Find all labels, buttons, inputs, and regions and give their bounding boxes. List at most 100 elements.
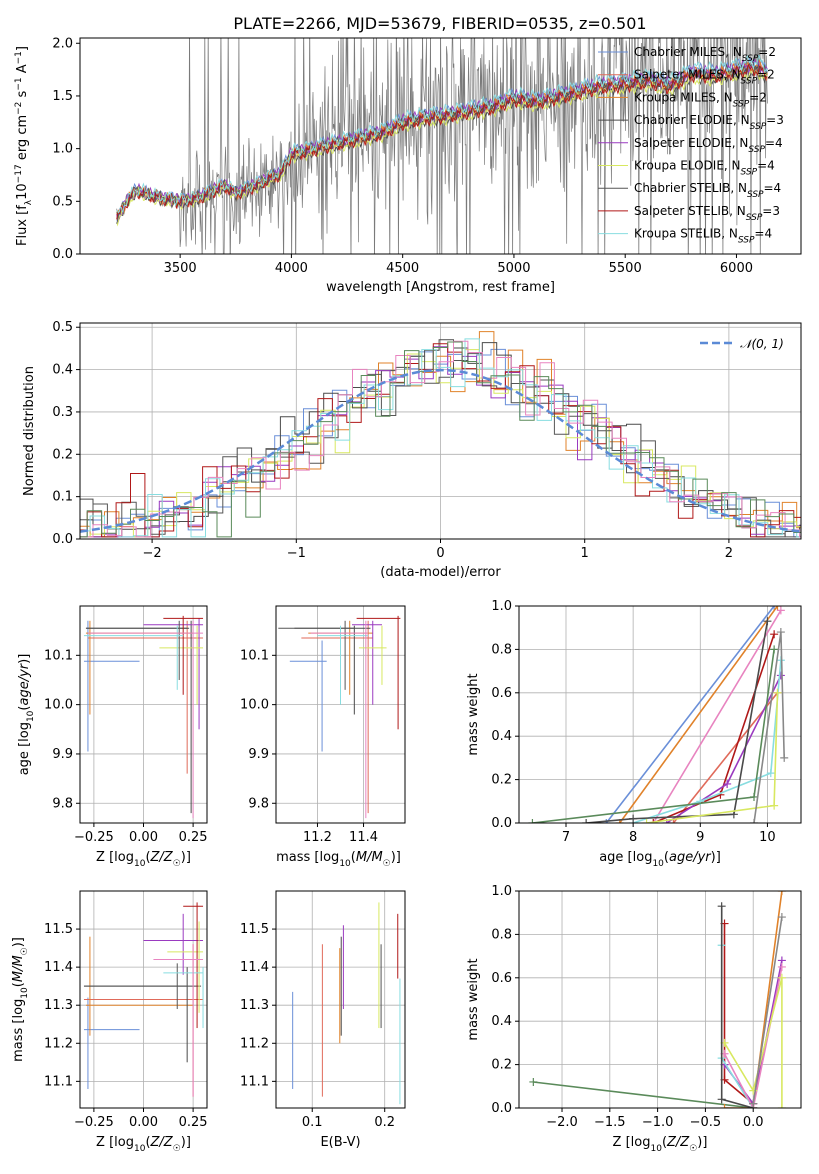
model-line-7	[116, 63, 768, 220]
legend-label-1: Salpeter MILES, NSSP=2	[634, 68, 775, 87]
point-5	[358, 625, 387, 685]
weight-marker-4-2	[770, 630, 779, 639]
x-tick-label-0: −2.0	[546, 1115, 578, 1130]
point-9	[87, 620, 204, 819]
y-tick-label-2: 11.3	[240, 998, 269, 1013]
x-tick-label-0: −0.25	[74, 1115, 114, 1130]
x-axis-label: age [log10(age/yr)]	[599, 850, 721, 869]
y-axis-label: age [log10(age/yr)]	[17, 654, 36, 776]
x-tick-label-2: 0.25	[179, 830, 208, 845]
x-tick-label-2: 4500	[386, 261, 419, 276]
weight-marker-5-2	[777, 962, 786, 971]
x-tick-label-0: −0.25	[74, 830, 114, 845]
axes-frame	[518, 605, 802, 824]
y-tick-label-2: 0.2	[52, 447, 73, 462]
y-tick-label-3: 11.4	[44, 960, 73, 975]
weight-marker-7-1	[717, 1095, 726, 1104]
weight-marker-8-3	[763, 617, 772, 626]
point-6	[85, 620, 188, 680]
y-tick-label-4: 0.4	[52, 363, 73, 378]
y-tick-label-1: 0.2	[491, 773, 512, 788]
legend-label-2: Kroupa MILES, NSSP=2	[634, 90, 767, 109]
y-tick-label-0: 0.0	[491, 816, 512, 831]
weight-marker-8-0	[749, 1099, 758, 1108]
y-tick-label-1: 9.9	[248, 747, 269, 762]
y-axis-label: mass weight	[466, 673, 481, 755]
y-tick-label-0: 9.8	[52, 796, 73, 811]
histogram-series-7	[80, 338, 801, 538]
weight-marker-6-3	[777, 1104, 786, 1108]
point-5	[159, 625, 204, 705]
residuals-plot-area	[80, 331, 801, 538]
age-vs-mass-panel: 11.2 11.4 9.8 9.9 10.0 10.1 mass [log10(M/M☉)]	[240, 605, 406, 869]
weight-marker-10-1	[776, 628, 785, 637]
mass-vs-EBV-panel: 0.1 0.2 11.1 11.2 11.3 11.4 11.5 E(B-V)	[240, 890, 406, 1150]
weight-vs-Z-panel: −2.0 −1.5 −1.0 −0.5 0.0 0.0 0.2 0.4 0.6 0.8 1.0 Z […	[466, 884, 802, 1154]
x-tick-label-2: 0.25	[179, 1115, 208, 1130]
x-tick-label-3: 5000	[497, 261, 530, 276]
weight-line-2	[652, 609, 782, 823]
weight-marker-6-2	[766, 769, 775, 778]
residuals-legend: 𝒩(0, 1)	[700, 337, 784, 351]
point-0	[83, 997, 140, 1089]
y-tick-label-5: 1.0	[491, 884, 512, 899]
model-line-8	[116, 54, 768, 214]
x-tick-label-0: 0.1	[302, 1115, 323, 1130]
point-8	[163, 967, 204, 1029]
weight-marker-0-0	[602, 819, 611, 823]
y-tick-label-4: 0.8	[491, 642, 512, 657]
weight-marker-7-0	[717, 902, 726, 911]
weight-marker-8-0	[582, 819, 591, 823]
weight-marker-4-0	[649, 819, 658, 823]
point-9	[153, 944, 204, 1097]
y-tick-label-3: 11.4	[240, 960, 269, 975]
y-axis-label: Flux [fλ10−17 erg cm−2 s−1 A−1]	[14, 46, 34, 246]
x-tick-label-0: 7	[562, 830, 570, 845]
spectrum-plot-area	[116, 38, 768, 254]
legend-label-4: Salpeter ELODIE, NSSP=4	[634, 136, 783, 155]
y-tick-label-1: 11.2	[240, 1036, 269, 1051]
weight-line-1	[619, 606, 779, 823]
x-axis-label: wavelength [Angstrom, rest frame]	[326, 280, 555, 295]
x-tick-label-1: 0.00	[129, 830, 158, 845]
legend-label-0: Chabrier MILES, NSSP=2	[634, 45, 776, 64]
x-axis-label: (data-model)/error	[380, 565, 501, 580]
weight-marker-1-0	[720, 1104, 729, 1108]
point-7	[356, 615, 401, 730]
weight-line-8	[586, 621, 769, 823]
age-vs-mass-plot-area	[278, 615, 401, 819]
axes-frame	[518, 890, 802, 1109]
axes-frame	[79, 37, 802, 255]
x-tick-label-3: −0.5	[690, 1115, 722, 1130]
weight-marker-2-1	[776, 606, 785, 615]
mass-vs-Z-plot-area	[83, 902, 204, 1097]
x-tick-label-2: −1.0	[642, 1115, 674, 1130]
point-1	[301, 620, 373, 814]
weight-marker-7-2	[770, 645, 779, 654]
point-4	[143, 913, 204, 975]
y-tick-label-2: 10.0	[44, 698, 73, 713]
weight-marker-10-0	[750, 819, 758, 823]
y-tick-label-0: 11.1	[240, 1074, 269, 1089]
legend-label-6: Chabrier STELIB, NSSP=4	[634, 181, 781, 200]
legend-label-3: Chabrier ELODIE, NSSP=3	[634, 113, 784, 132]
weight-line-6	[723, 977, 783, 1108]
x-axis-label: Z [log10(Z/Z☉)]	[96, 850, 191, 869]
x-tick-label-1: 4000	[275, 261, 308, 276]
weight-vs-age-panel: 7 8 9 10 0.0 0.2 0.4 0.6 0.8 1.0 age [log10(age/yr…	[466, 599, 802, 869]
legend-label-8: Kroupa STELIB, NSSP=4	[634, 227, 772, 246]
x-tick-label-1: 8	[629, 830, 637, 845]
y-tick-label-2: 1.0	[52, 142, 73, 157]
weight-marker-8-1	[629, 814, 638, 823]
residuals-panel: −2 −1 0 1 2 0.0 0.1 0.2 0.3 0.4 0.5 (data-model)/er…	[22, 320, 802, 580]
point-7	[183, 902, 204, 1029]
weight-marker-9-0	[642, 819, 651, 823]
y-axis-label: Normed distribution	[22, 366, 37, 496]
weight-line-0	[533, 1081, 754, 1108]
age-vs-Z-plot-area	[83, 615, 204, 819]
weight-line-1	[724, 891, 783, 1108]
x-tick-label-3: 1	[581, 546, 589, 561]
y-tick-label-1: 0.2	[491, 1058, 512, 1073]
weight-marker-8-1	[777, 913, 786, 922]
y-tick-label-3: 0.6	[491, 971, 512, 986]
